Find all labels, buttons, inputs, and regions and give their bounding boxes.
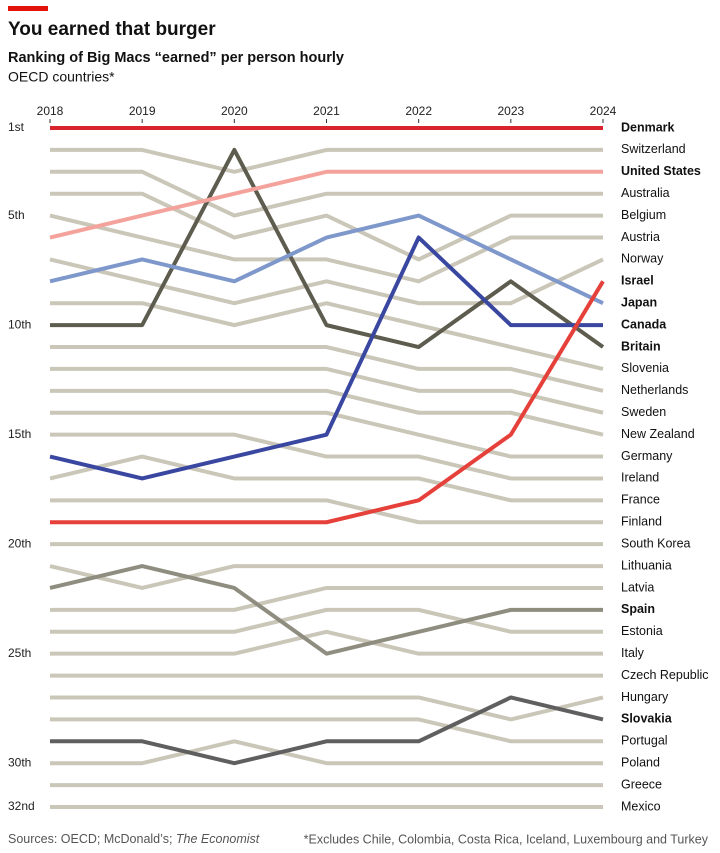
rank-line bbox=[49, 213, 603, 284]
y-tick-label: 20th bbox=[8, 536, 31, 550]
series-label: Netherlands bbox=[621, 383, 688, 397]
rank-line bbox=[49, 564, 603, 590]
source-text: Sources: OECD; McDonald’s; bbox=[8, 832, 172, 846]
y-tick-label: 15th bbox=[8, 427, 31, 441]
series-label: Austria bbox=[621, 230, 660, 244]
brand-bar bbox=[8, 6, 48, 11]
series-label: Ireland bbox=[621, 471, 659, 485]
rank-line bbox=[49, 454, 603, 503]
series-label: Switzerland bbox=[621, 142, 686, 156]
series-label: Canada bbox=[621, 317, 667, 331]
x-tick-label: 2018 bbox=[37, 104, 64, 118]
x-tick-label: 2020 bbox=[221, 104, 248, 118]
series-label: New Zealand bbox=[621, 427, 695, 441]
series-label: Hungary bbox=[621, 690, 669, 704]
chart-title: You earned that burger bbox=[8, 19, 216, 40]
y-tick-label: 10th bbox=[8, 317, 31, 331]
rank-line bbox=[49, 235, 603, 481]
series-label: Slovakia bbox=[621, 712, 673, 726]
series-label: Australia bbox=[621, 186, 670, 200]
series-label: France bbox=[621, 493, 660, 507]
rank-line bbox=[50, 147, 605, 350]
rank-line bbox=[50, 301, 604, 371]
series-label: Norway bbox=[621, 252, 664, 266]
y-tick-label: 30th bbox=[8, 755, 31, 769]
series-label: South Korea bbox=[621, 536, 691, 550]
series-label: Poland bbox=[621, 755, 660, 769]
series-label: Sweden bbox=[621, 405, 666, 419]
y-tick-label: 5th bbox=[8, 208, 25, 222]
rank-line bbox=[50, 147, 603, 174]
series-label: Greece bbox=[621, 777, 662, 791]
rank-line bbox=[50, 388, 604, 437]
y-tick-label: 1st bbox=[8, 120, 25, 134]
x-tick-label: 2019 bbox=[129, 104, 156, 118]
rank-line bbox=[49, 564, 603, 656]
y-tick-label: 25th bbox=[8, 646, 31, 660]
rank-line bbox=[50, 345, 604, 393]
y-tick-label: 32nd bbox=[8, 799, 35, 813]
source-italic: The Economist bbox=[176, 832, 260, 846]
series-label: Slovenia bbox=[621, 361, 669, 375]
series-label: Portugal bbox=[621, 734, 668, 748]
rank-line bbox=[50, 739, 603, 766]
source: Sources: OECD; McDonald’s; The Economist bbox=[8, 832, 260, 846]
rank-line bbox=[49, 169, 603, 240]
series-label: Italy bbox=[621, 646, 645, 660]
series-label: Germany bbox=[621, 449, 673, 463]
rank-line bbox=[50, 498, 603, 525]
x-tick-label: 2024 bbox=[590, 104, 617, 118]
rank-line bbox=[50, 191, 603, 262]
rank-line bbox=[50, 410, 603, 459]
chart-subtitle: Ranking of Big Macs “earned” per person … bbox=[8, 50, 344, 66]
chart-subtitle: OECD countries* bbox=[8, 69, 115, 85]
rank-line bbox=[50, 695, 604, 722]
series-label: Japan bbox=[621, 296, 657, 310]
rank-line bbox=[49, 213, 604, 306]
rank-line bbox=[50, 280, 605, 525]
series-label: Israel bbox=[621, 274, 654, 288]
series-label: Spain bbox=[621, 602, 655, 616]
rank-line bbox=[50, 629, 603, 656]
series-label: Finland bbox=[621, 515, 662, 529]
rank-line bbox=[50, 695, 604, 766]
x-tick-label: 2021 bbox=[313, 104, 340, 118]
rank-line bbox=[50, 585, 603, 612]
rank-line bbox=[50, 366, 604, 415]
series-label: Latvia bbox=[621, 580, 654, 594]
series-label: Lithuania bbox=[621, 558, 672, 572]
series-label: Estonia bbox=[621, 624, 663, 638]
rank-line bbox=[50, 169, 603, 218]
series-label: Mexico bbox=[621, 799, 661, 813]
x-tick-label: 2023 bbox=[497, 104, 524, 118]
series-label: Belgium bbox=[621, 208, 666, 222]
series-label: Britain bbox=[621, 339, 661, 353]
x-tick-label: 2022 bbox=[405, 104, 432, 118]
series-label: Denmark bbox=[621, 120, 675, 134]
rank-line bbox=[49, 257, 604, 306]
rank-line bbox=[50, 432, 603, 481]
series-label: Czech Republic bbox=[621, 668, 709, 682]
note: *Excludes Chile, Colombia, Costa Rica, I… bbox=[304, 832, 709, 846]
rank-line bbox=[50, 717, 603, 744]
series-label: United States bbox=[621, 164, 701, 178]
rank-line bbox=[50, 607, 603, 634]
